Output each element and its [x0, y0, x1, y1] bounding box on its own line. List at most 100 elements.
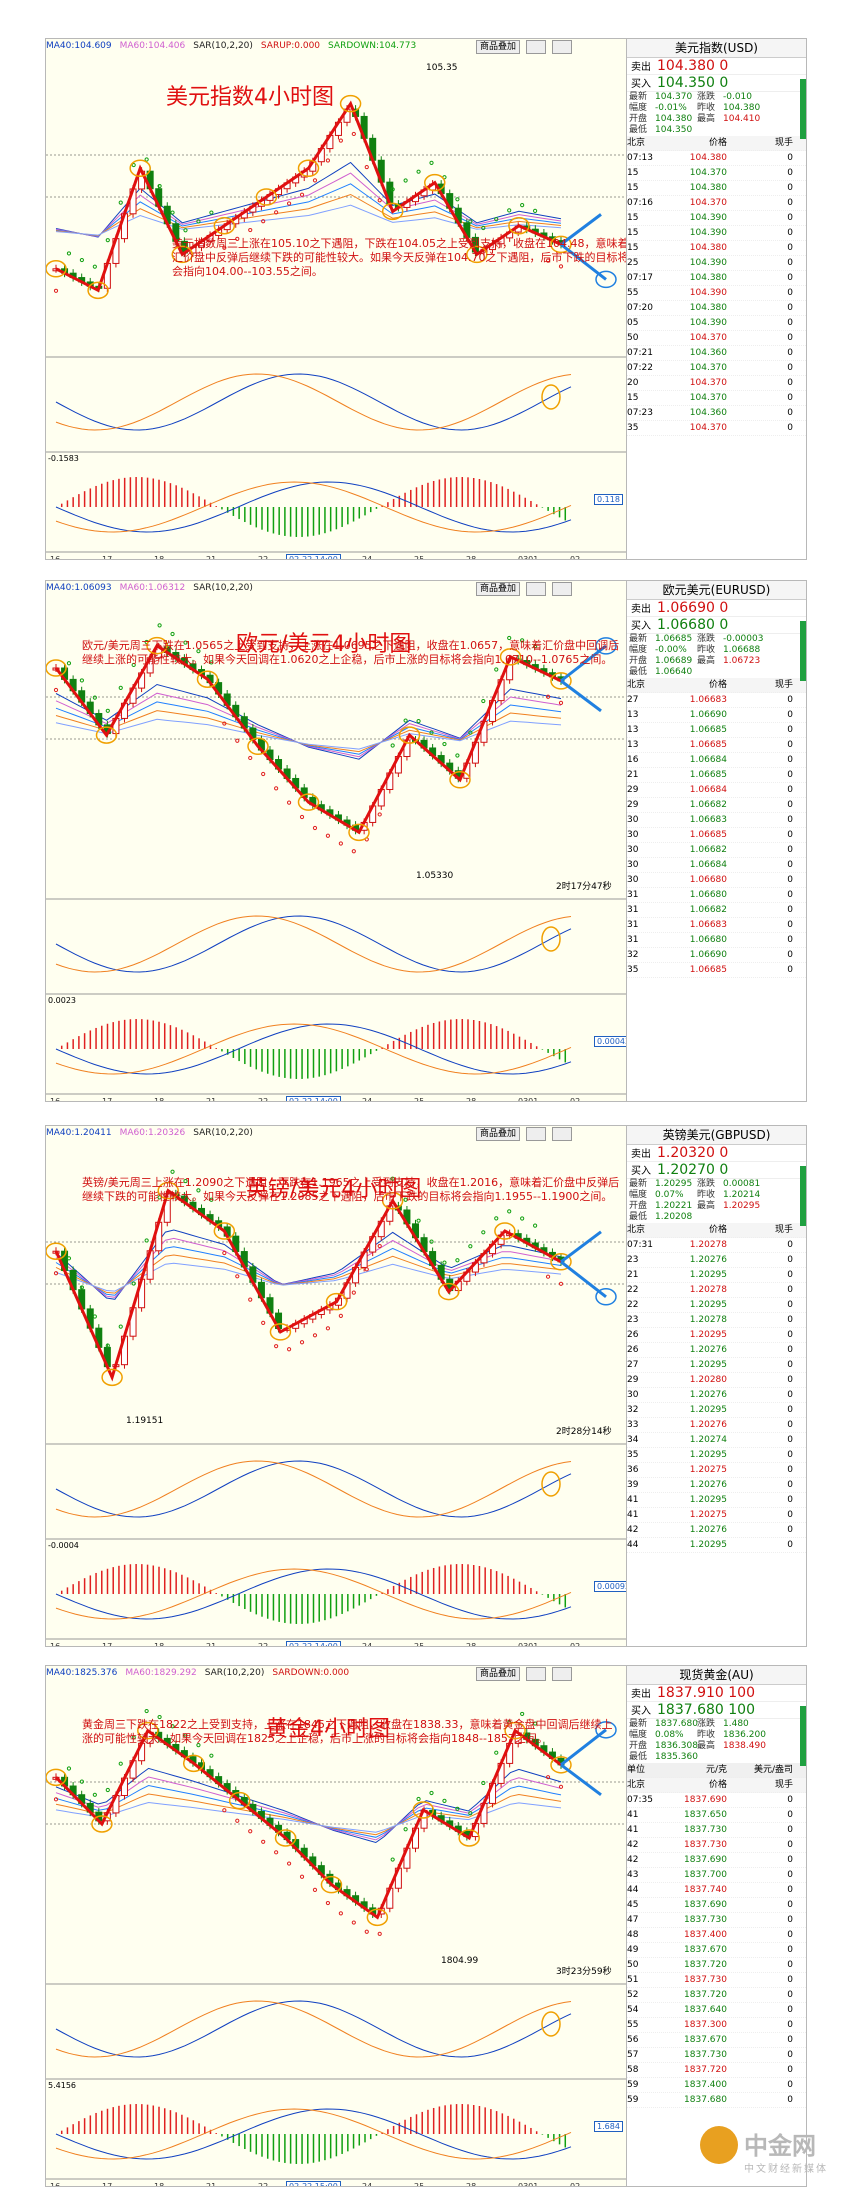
x-tick-label: 22	[258, 1097, 268, 1101]
countdown: 2时17分47秒	[556, 882, 612, 892]
tick-cell: 31	[627, 890, 639, 900]
date-box: 02-22 14:00	[286, 1096, 341, 1101]
overlay-button[interactable]: 商品叠加	[476, 40, 521, 54]
watermark: 中金网 中文财经新媒体	[700, 2120, 850, 2190]
pivot-circle	[213, 1222, 236, 1240]
chart-area[interactable]: MA40:104.609 MA60:104.406 SAR(10,2,20) SARU…	[46, 39, 627, 559]
tick-cell: 31	[627, 905, 639, 915]
chart-panel-gold: MA40:1825.376 MA60:1829.292 SAR(10,2,20) SA…	[45, 1665, 807, 2187]
toolbar-icon-button[interactable]	[552, 40, 572, 54]
toolbar-icon-button[interactable]	[526, 582, 546, 596]
tick-cell: 0	[787, 950, 793, 960]
stat-cell: 最低	[629, 1752, 648, 1762]
chart-area[interactable]: MA40:1825.376 MA60:1829.292 SAR(10,2,20) SA…	[46, 1666, 627, 2186]
tick-cell: 43	[627, 1870, 639, 1880]
sub-axis-label: -0.1583	[48, 454, 79, 463]
overlay-button[interactable]: 商品叠加	[476, 1127, 521, 1141]
tick-row: 55 104.390 0	[627, 286, 806, 301]
tick-cell: 1837.740	[684, 1885, 727, 1895]
tick-row: 35 1.20295 0	[627, 1448, 806, 1463]
tick-cell: 44	[627, 1885, 639, 1895]
quote-scrollbar[interactable]	[800, 621, 806, 681]
tick-cell: 1.20276	[689, 1525, 727, 1535]
pivot-circle	[381, 1192, 404, 1210]
tick-cell: 1837.300	[684, 2020, 727, 2030]
toolbar-icon-button[interactable]	[552, 1667, 572, 1681]
overlay-button[interactable]: 商品叠加	[476, 1667, 521, 1681]
tick-row: 57 1837.730 0	[627, 2048, 806, 2063]
indicator-header: MA40:1825.376 MA60:1829.292 SAR(10,2,20) SA…	[46, 1666, 626, 1680]
unit-cell[interactable]: 美元/盎司	[753, 1765, 793, 1775]
tick-cell: 35	[627, 965, 639, 975]
chart-area[interactable]: MA40:1.06093 MA60:1.06312 SAR(10,2,20) 商品叠加…	[46, 581, 627, 1101]
tick-cell: 15	[627, 393, 639, 403]
overlay-button[interactable]: 商品叠加	[476, 582, 521, 596]
chart-title: 黄金4小时图	[266, 1717, 390, 1742]
toolbar-icon-button[interactable]	[526, 1667, 546, 1681]
tick-row: 45 1837.690 0	[627, 1898, 806, 1913]
tick-cell: 1837.400	[684, 1930, 727, 1940]
unit-cell[interactable]: 单位	[627, 1765, 646, 1775]
countdown: 2时28分14秒	[556, 1427, 612, 1437]
tick-cell: 29	[627, 800, 639, 810]
candlestick-chart	[46, 623, 626, 1095]
tick-row: 34 1.20274 0	[627, 1433, 806, 1448]
tick-cell: 1837.680	[684, 2095, 727, 2105]
tick-cell: 30	[627, 830, 639, 840]
tick-cell: 0	[787, 1840, 793, 1850]
pivot-circle	[504, 1721, 526, 1740]
tick-cell: 52	[627, 1990, 639, 2000]
quote-scrollbar[interactable]	[800, 79, 806, 139]
tick-cell: 104.390	[689, 228, 727, 238]
tick-cell: 1.20276	[689, 1420, 727, 1430]
indicator-value: MA40:1.20411	[46, 1128, 112, 1138]
tick-cell: 0	[787, 845, 793, 855]
tick-cell: 0	[787, 710, 793, 720]
tick-cell: 0	[787, 393, 793, 403]
toolbar-icon-button[interactable]	[552, 1127, 572, 1141]
stat-cell: 1.20221	[655, 1201, 693, 1211]
tick-row: 58 1837.720 0	[627, 2063, 806, 2078]
toolbar-icon-button[interactable]	[552, 582, 572, 596]
quote-panel: 英镑美元(GBPUSD) 卖出 1.20320 0 买入 1.20270 0 最新 1.20…	[627, 1126, 806, 1646]
x-tick-label: 17	[102, 555, 112, 559]
tick-cell: 0	[787, 1960, 793, 1970]
x-tick-label: 28	[466, 1097, 476, 1101]
tick-cell: 0	[787, 1510, 793, 1520]
tick-cell: 56	[627, 2035, 639, 2045]
tick-cell: 07:21	[627, 348, 653, 358]
quote-scrollbar[interactable]	[800, 1166, 806, 1226]
tick-cell: 0	[787, 1540, 793, 1550]
pivot-circle	[381, 202, 404, 221]
tick-cell: 34	[627, 1435, 639, 1445]
tick-cell: 26	[627, 1345, 639, 1355]
chart-area[interactable]: MA40:1.20411 MA60:1.20326 SAR(10,2,20) 商品叠加…	[46, 1126, 627, 1646]
tick-cell: 0	[787, 183, 793, 193]
unit-cell[interactable]: 元/克	[705, 1765, 727, 1775]
tick-cell: 1837.730	[684, 2050, 727, 2060]
toolbar-icon-button[interactable]	[526, 40, 546, 54]
indicator-value: MA60:1829.292	[125, 1668, 197, 1678]
tick-row: 36 1.20275 0	[627, 1463, 806, 1478]
tick-row: 51 1837.730 0	[627, 1973, 806, 1988]
chart-title: 英镑/美元4小时图	[246, 1177, 422, 1202]
pivot-circle	[449, 771, 471, 789]
quote-scrollbar[interactable]	[800, 1706, 806, 1766]
candlestick-chart	[46, 1169, 626, 1640]
tick-cell: 59	[627, 2095, 639, 2105]
pivot-circle	[46, 1242, 67, 1260]
tick-row: 13 1.06685 0	[627, 723, 806, 738]
tick-cell: 1.06685	[689, 770, 727, 780]
tick-col-header: 现手	[774, 1225, 793, 1235]
tick-cell: 07:16	[627, 198, 653, 208]
toolbar-icon-button[interactable]	[526, 1127, 546, 1141]
candlestick-chart	[46, 94, 626, 553]
stat-cell: 最高	[697, 656, 716, 666]
pivot-circle	[137, 1721, 159, 1740]
tick-cell: 25	[627, 258, 639, 268]
quote-title: 欧元美元(EURUSD)	[627, 581, 806, 600]
tick-row: 25 104.390 0	[627, 256, 806, 271]
tick-cell: 1.06685	[689, 965, 727, 975]
x-tick-label: 21	[206, 1097, 216, 1101]
tick-row: 23 1.20276 0	[627, 1253, 806, 1268]
